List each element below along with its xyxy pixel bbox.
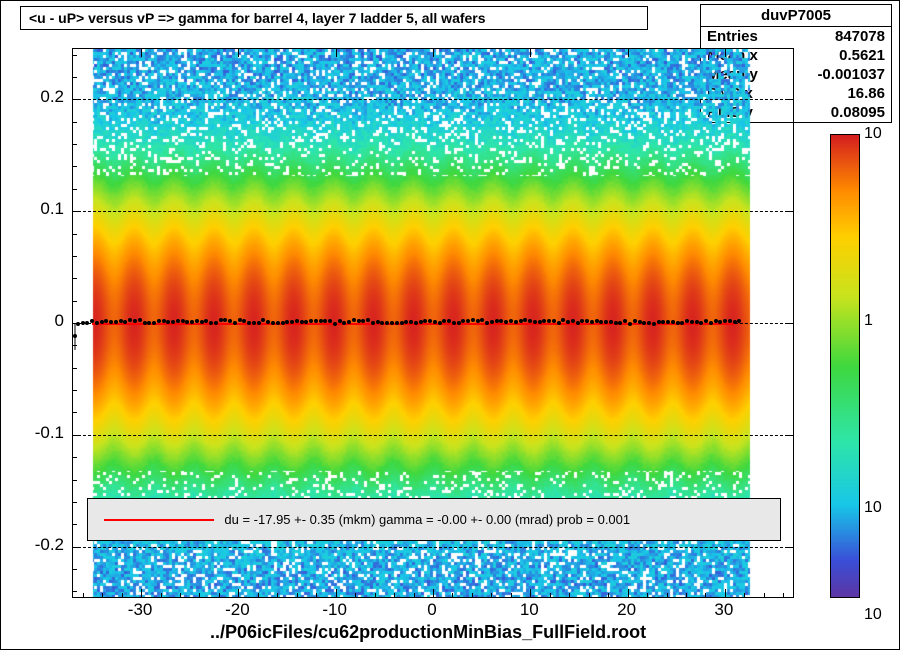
colorbar [830,134,860,598]
colorbar-tick-label: 1 [864,312,873,330]
stats-name: duvP7005 [701,5,891,27]
legend-text: du = -17.95 +- 0.35 (mkm) gamma = -0.00 … [224,512,630,527]
x-tick-label: 0 [412,600,452,620]
plot-area: du = -17.95 +- 0.35 (mkm) gamma = -0.00 … [72,48,794,598]
y-tick-label: -0.2 [12,535,64,555]
x-axis-title: ../P06icFiles/cu62productionMinBias_Full… [210,622,646,643]
colorbar-tick-label: 10 [864,606,882,624]
x-tick-label: 20 [607,600,647,620]
colorbar-tick-label: 10 [864,499,882,517]
y-tick-label: 0.1 [12,199,64,219]
x-tick-label: 30 [704,600,744,620]
x-tick-label: -30 [120,600,160,620]
plot-title-box: <u - uP> versus vP => gamma for barrel 4… [20,6,648,30]
colorbar-canvas [831,135,859,597]
y-tick-label: 0 [12,311,64,331]
colorbar-tick-label: 10 [864,125,882,143]
x-tick-label: 10 [509,600,549,620]
stats-row: Entries847078 [701,27,891,46]
legend-line-sample [104,519,214,521]
x-tick-label: -20 [217,600,257,620]
y-tick-label: -0.1 [12,423,64,443]
plot-title: <u - uP> versus vP => gamma for barrel 4… [29,10,486,26]
legend-box: du = -17.95 +- 0.35 (mkm) gamma = -0.00 … [87,498,780,541]
y-tick-label: 0.2 [12,87,64,107]
x-tick-label: -10 [315,600,355,620]
